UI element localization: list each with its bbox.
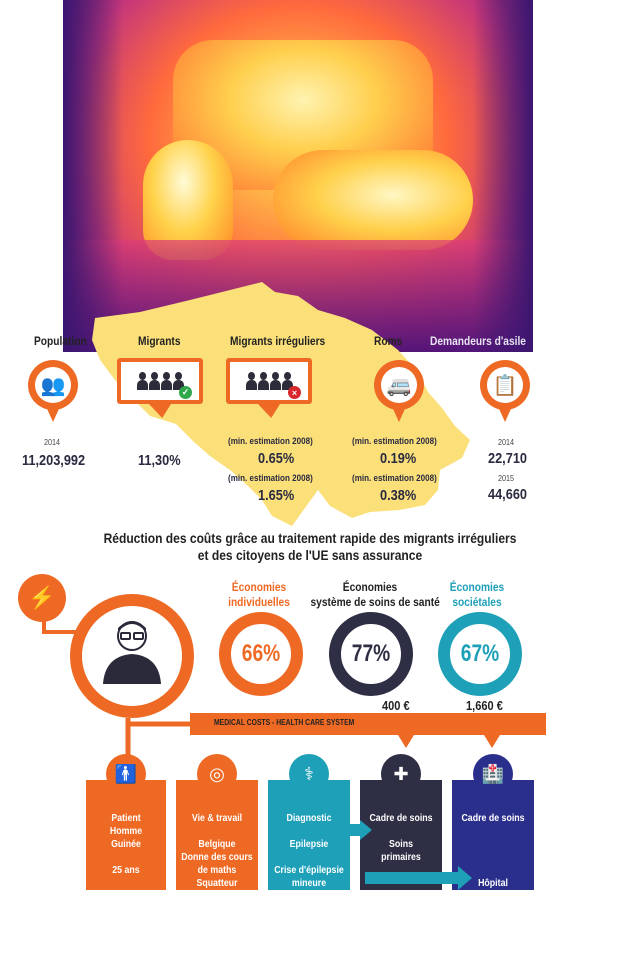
category-irregular: Migrants irréguliers — [230, 334, 326, 348]
eco-societal-label: Économies sociétales — [449, 580, 505, 609]
section-subtitle: Réduction des coûts grâce au traitement … — [95, 530, 525, 564]
eco-societal-ring: 67% — [438, 612, 522, 696]
category-population: Population — [34, 334, 87, 348]
irregular-sign: × — [226, 358, 312, 418]
migrants-value: 11,30% — [138, 452, 181, 469]
hospital-icon: 🏥 — [473, 754, 513, 794]
crowd-icon: 👥 — [35, 367, 71, 403]
irregular-est1: (min. estimation 2008) — [228, 436, 313, 447]
eco-individual-ring: 66% — [219, 612, 303, 696]
category-roms: Roms — [374, 334, 403, 348]
cost-value-2: 1,660 € — [466, 698, 503, 713]
roms-est2: (min. estimation 2008) — [352, 473, 437, 484]
box-diagnosis: Diagnostic Epilepsie Crise d'épilepsie m… — [268, 780, 350, 890]
population-value: 11,203,992 — [22, 452, 86, 469]
asylum-val2: 44,660 — [488, 486, 528, 503]
subtitle-line2: et des citoyens de l'UE sans assurance — [197, 547, 423, 563]
box-care-primary: Cadre de soins Soins primaires — [360, 780, 442, 890]
roms-pin: 🚐 — [374, 360, 424, 422]
eco-individual-label: Économies individuelles — [228, 580, 290, 609]
category-asylum: Demandeurs d'asile — [430, 334, 526, 348]
box-care-hospital: Cadre de soins Hôpital — [452, 780, 534, 890]
caravan-icon: 🚐 — [381, 367, 417, 403]
roms-est1: (min. estimation 2008) — [352, 436, 437, 447]
document-icon: 📋 — [487, 367, 523, 403]
diagnosis-arrowhead — [458, 866, 472, 890]
roms-val1: 0.19% — [380, 450, 417, 467]
people-cross-icon — [245, 372, 293, 390]
asylum-year1: 2014 — [498, 438, 515, 447]
irregular-val1: 0.65% — [258, 450, 295, 467]
people-check-icon — [136, 372, 184, 390]
subtitle-line1: Réduction des coûts grâce au traitement … — [103, 530, 517, 546]
eco-health-label: Économies système de soins de santé — [310, 580, 440, 609]
box-life: Vie & travail Belgique Donne des cours d… — [176, 780, 258, 890]
doctor-icon: ⚕ — [289, 754, 329, 794]
cost-connectors — [125, 718, 500, 760]
population-year: 2014 — [44, 438, 61, 447]
migrants-sign: ✓ — [117, 358, 203, 418]
asylum-year2: 2015 — [498, 474, 515, 483]
person-icon: 🚹 — [106, 754, 146, 794]
cost-label: MEDICAL COSTS - HEALTH CARE SYSTEM — [214, 718, 355, 727]
cost-value-1: 400 € — [382, 698, 410, 713]
diagnosis-arrow — [365, 872, 460, 884]
cost-bar — [190, 713, 546, 735]
box-patient: Patient Homme Guinée 25 ans — [86, 780, 166, 890]
thermal-photo — [63, 0, 533, 352]
target-icon: ◎ — [197, 754, 237, 794]
nurse-icon: ✚ — [381, 754, 421, 794]
irregular-est2: (min. estimation 2008) — [228, 473, 313, 484]
roms-val2: 0.38% — [380, 487, 417, 504]
brain-icon: ⚡ — [18, 574, 66, 622]
population-pin: 👥 — [28, 360, 78, 422]
asylum-val1: 22,710 — [488, 450, 528, 467]
category-migrants: Migrants — [138, 334, 181, 348]
care-arrow — [344, 820, 372, 840]
irregular-val2: 1.65% — [258, 487, 295, 504]
eco-health-ring: 77% — [329, 612, 413, 696]
asylum-pin: 📋 — [480, 360, 530, 422]
patient-face-icon — [103, 621, 161, 684]
